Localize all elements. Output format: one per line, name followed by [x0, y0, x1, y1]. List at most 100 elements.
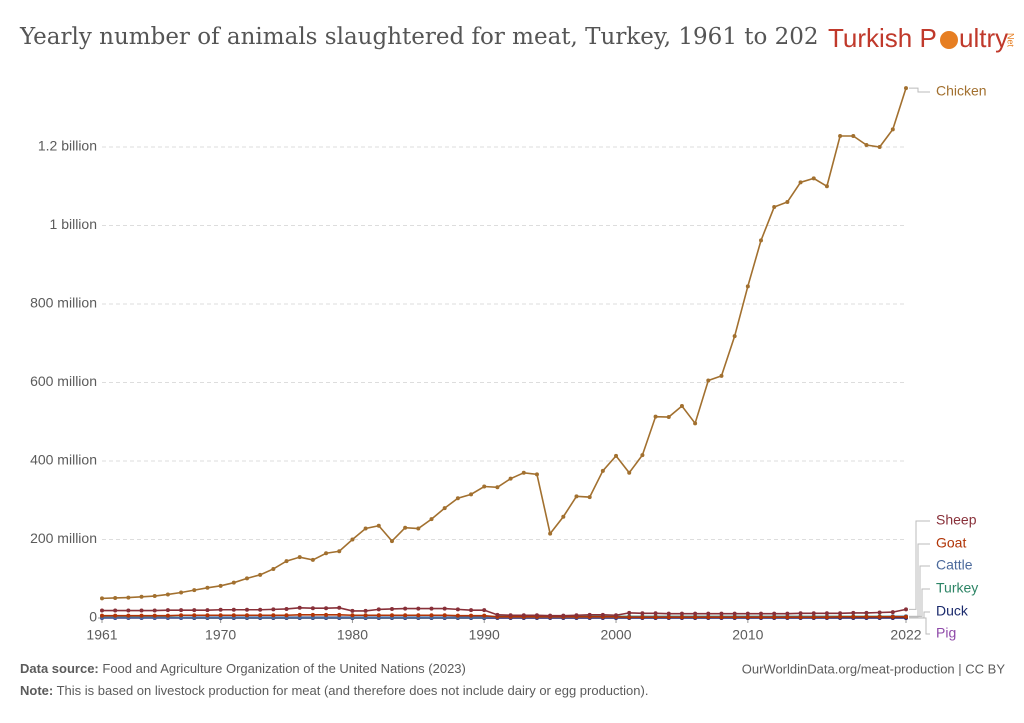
point	[192, 588, 197, 593]
point	[389, 539, 394, 544]
point	[772, 205, 777, 210]
point	[798, 611, 803, 616]
x-tick-label: 1961	[86, 627, 117, 643]
legend-connector	[909, 87, 930, 93]
point	[732, 615, 737, 620]
point	[126, 608, 131, 613]
point	[904, 86, 908, 91]
point	[706, 615, 711, 620]
point	[389, 613, 394, 618]
point	[442, 606, 447, 611]
point	[350, 613, 355, 618]
point	[192, 613, 197, 618]
point	[389, 606, 394, 611]
point	[719, 615, 724, 620]
point	[271, 607, 276, 612]
point	[469, 492, 474, 497]
point	[231, 607, 236, 612]
point	[877, 145, 882, 149]
point	[534, 472, 539, 477]
x-tick-label: 1980	[337, 627, 368, 643]
point	[218, 583, 223, 588]
point	[455, 607, 460, 612]
point	[890, 614, 895, 619]
logo-bg	[822, 15, 1024, 60]
legend-connector	[909, 611, 930, 619]
point	[877, 610, 882, 615]
point	[192, 608, 197, 613]
point	[126, 613, 131, 618]
point	[877, 614, 882, 619]
point	[785, 199, 790, 204]
point	[152, 608, 157, 613]
series-line	[102, 614, 906, 619]
point	[284, 559, 289, 564]
logo-text: Turkish P	[828, 23, 937, 53]
series-line	[102, 606, 907, 617]
point	[218, 613, 223, 618]
point	[337, 612, 342, 617]
point	[838, 614, 843, 619]
point	[218, 607, 223, 612]
point	[798, 180, 803, 185]
point	[640, 611, 645, 616]
point	[139, 608, 144, 613]
point	[798, 615, 803, 620]
point	[324, 551, 329, 556]
point	[429, 517, 434, 522]
note: Note: This is based on livestock product…	[20, 683, 648, 698]
legend-label: Cattle	[936, 557, 973, 573]
point	[165, 613, 170, 618]
point	[824, 184, 829, 189]
point	[508, 476, 513, 481]
y-tick-label: 0	[89, 609, 97, 625]
point	[679, 611, 684, 616]
point	[666, 415, 671, 420]
point	[165, 592, 170, 597]
y-tick-label: 200 million	[30, 530, 97, 546]
point	[205, 608, 210, 613]
legend-label: Pig	[936, 625, 956, 641]
point	[640, 453, 645, 458]
point	[310, 606, 315, 611]
point	[258, 613, 263, 618]
point	[403, 525, 408, 530]
point	[350, 608, 355, 613]
point	[772, 611, 777, 616]
point	[337, 549, 342, 554]
point	[100, 608, 104, 613]
point	[574, 494, 579, 499]
point	[574, 613, 579, 618]
point	[284, 613, 289, 618]
legend-label: Turkey	[936, 580, 978, 596]
point	[482, 613, 487, 618]
point	[258, 607, 263, 612]
point	[495, 612, 500, 617]
y-tick-label: 1 billion	[50, 216, 97, 232]
point	[152, 594, 157, 599]
point	[179, 608, 184, 613]
point	[297, 555, 302, 560]
point	[521, 613, 526, 618]
point	[732, 611, 737, 616]
x-tick-label: 1970	[205, 627, 236, 643]
point	[666, 615, 671, 620]
source: Data source: Food and Agriculture Organi…	[20, 661, 466, 676]
point	[838, 611, 843, 616]
point	[376, 613, 381, 618]
point	[719, 373, 724, 378]
point	[244, 607, 249, 612]
point	[851, 614, 856, 619]
x-tick-label: 2000	[600, 627, 631, 643]
point	[324, 612, 329, 617]
point	[350, 537, 355, 542]
point	[890, 127, 895, 132]
point	[759, 611, 764, 616]
point	[587, 612, 592, 617]
point	[811, 611, 816, 616]
point	[627, 610, 632, 615]
logo-text: ultry	[959, 23, 1008, 53]
point	[864, 614, 869, 619]
y-tick-label: 800 million	[30, 295, 97, 311]
point	[745, 284, 750, 289]
